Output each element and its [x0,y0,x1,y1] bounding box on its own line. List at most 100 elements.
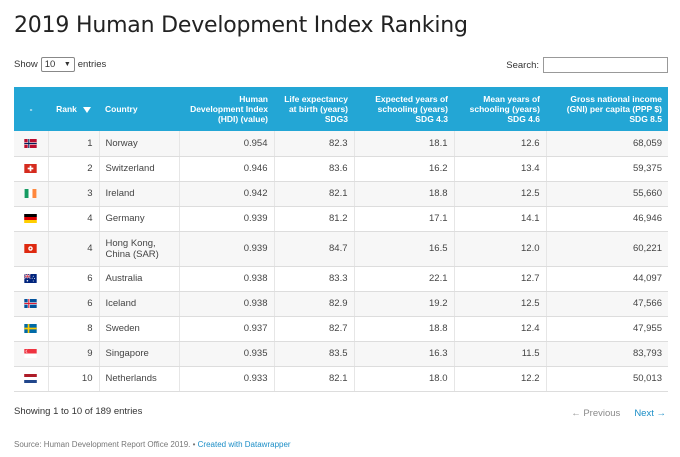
gni-cell: 44,097 [546,266,668,292]
column-header-life-expectancy[interactable]: Life expectancy at birth (years) SDG3 [274,87,354,131]
entries-control: Show 10 ▼ entries [14,57,106,72]
flag-cell [14,181,49,207]
gni-cell: 47,955 [546,316,668,342]
rank-cell: 8 [48,316,100,342]
mean-schooling-cell: 12.4 [454,316,547,342]
hdi-cell: 0.937 [179,316,275,342]
life-expectancy-cell: 81.2 [274,206,355,232]
rank-cell: 1 [48,131,100,157]
source-separator: • [190,440,198,449]
life-header-line-2: at birth (years) [288,104,348,114]
column-header-hdi[interactable]: Human Development Index (HDI) (value) [179,87,274,131]
column-header-rank[interactable]: Rank [48,87,99,131]
country-cell: Ireland [99,181,180,207]
hdi-header-line-1: Human [239,94,268,104]
page-title: 2019 Human Development Index Ranking [14,13,468,38]
source-note: Source: Human Development Report Office … [14,440,291,449]
country-cell: Sweden [99,316,180,342]
gni-cell: 55,660 [546,181,668,207]
table-controls: Show 10 ▼ entries Search: [14,57,668,75]
table-row: 4 Germany 0.939 81.2 17.1 14.1 46,946 [14,206,668,232]
table-info: Showing 1 to 10 of 189 entries [14,406,143,417]
rank-cell: 4 [48,231,100,267]
life-expectancy-cell: 83.3 [274,266,355,292]
previous-page-button[interactable]: ← Previous [571,408,621,419]
column-header-mean-schooling[interactable]: Mean years of schooling (years) SDG 4.6 [454,87,546,131]
pagination: ← Previous Next → [571,408,666,419]
life-header-line-1: Life expectancy [284,94,348,104]
mean-schooling-cell: 14.1 [454,206,547,232]
norway-flag-icon [24,138,37,148]
mean-schooling-cell: 12.2 [454,366,547,392]
expected-header-line-1: Expected years of [375,94,448,104]
expected-schooling-cell: 18.8 [354,181,455,207]
entries-label: entries [77,59,107,70]
flag-cell [14,156,49,182]
flag-cell [14,131,49,157]
rank-cell: 2 [48,156,100,182]
hdi-cell: 0.939 [179,206,275,232]
country-cell: Germany [99,206,180,232]
country-name-line: Ireland [105,188,135,199]
column-header-country[interactable]: Country [99,87,179,131]
rank-cell: 6 [48,266,100,292]
mean-schooling-cell: 12.7 [454,266,547,292]
iceland-flag-icon [24,298,37,308]
expected-schooling-cell: 18.1 [354,131,455,157]
flag-cell [14,206,49,232]
expected-schooling-cell: 16.3 [354,341,455,367]
gni-cell: 59,375 [546,156,668,182]
table-row: 6 Australia 0.938 83.3 22.1 12.7 44,097 [14,266,668,292]
life-expectancy-cell: 82.1 [274,366,355,392]
expected-schooling-cell: 17.1 [354,206,455,232]
germany-flag-icon [24,213,38,223]
australia-flag-icon [24,273,37,283]
mean-schooling-cell: 13.4 [454,156,547,182]
rank-cell: 9 [48,341,100,367]
country-name-line: Netherlands [105,373,157,384]
country-name-line: Sweden [105,323,140,334]
gni-cell: 47,566 [546,291,668,317]
hdi-cell: 0.938 [179,266,275,292]
search-input[interactable] [543,57,668,73]
table-row: 6 Iceland 0.938 82.9 19.2 12.5 47,566 [14,291,668,317]
gni-cell: 50,013 [546,366,668,392]
hdi-cell: 0.933 [179,366,275,392]
hdi-cell: 0.939 [179,231,275,267]
country-name-line: Hong Kong, [105,237,156,249]
entries-select[interactable]: 10 ▼ [40,57,75,72]
country-cell: Hong Kong, China (SAR) [99,231,180,267]
table-body: 1 Norway 0.954 82.3 18.1 12.6 68,059 2 Switzerla… [14,131,668,392]
country-cell: Netherlands [99,366,180,392]
life-expectancy-cell: 83.6 [274,156,355,182]
table-row: 4 Hong Kong, China (SAR) 0.939 84.7 16.5 12.0 6… [14,231,668,267]
mean-header-line-2: schooling (years) SDG 4.6 [469,104,540,124]
column-header-flag[interactable]: - [14,87,48,131]
sweden-flag-icon [24,323,37,333]
column-header-gni[interactable]: Gross national income (GNI) per capita (P… [546,87,668,131]
search-label: Search: [506,59,539,71]
hdi-header-line-2: Development Index [190,104,268,114]
hdi-cell: 0.946 [179,156,275,182]
country-cell: Singapore [99,341,180,367]
mean-schooling-cell: 12.0 [454,231,547,267]
table-row: 9 Singapore 0.935 83.5 16.3 11.5 83,793 [14,341,668,367]
table-row: 1 Norway 0.954 82.3 18.1 12.6 68,059 [14,131,668,157]
flag-cell [14,316,49,342]
mean-schooling-cell: 12.6 [454,131,547,157]
flag-cell [14,291,49,317]
country-name-line: Germany [105,213,145,224]
column-header-expected-schooling[interactable]: Expected years of schooling (years) SDG 4.… [354,87,454,131]
gni-header-line-1: Gross national income [570,94,662,104]
datawrapper-credit-link[interactable]: Created with Datawrapper [197,440,291,449]
country-name-line: Switzerland [105,163,155,174]
singapore-flag-icon [24,348,37,358]
next-page-button[interactable]: Next → [634,408,666,419]
life-expectancy-cell: 82.9 [274,291,355,317]
mean-header-line-1: Mean years of [483,94,540,104]
country-name-line: Iceland [105,298,137,309]
hdi-cell: 0.935 [179,341,275,367]
life-expectancy-cell: 82.3 [274,131,355,157]
country-name-line: Norway [105,137,138,149]
life-expectancy-cell: 82.1 [274,181,355,207]
